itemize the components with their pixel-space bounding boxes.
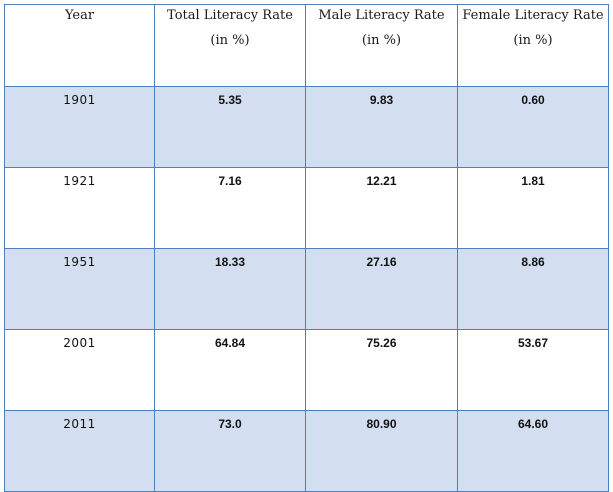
header-male-label: Male Literacy Rate: [318, 8, 445, 23]
cell-total: 18.33: [154, 248, 306, 330]
header-row: Year Total Literacy Rate (in %) Male Lit…: [4, 4, 609, 87]
header-total-literacy: Total Literacy Rate (in %): [154, 4, 306, 87]
cell-year: 2001: [4, 329, 155, 411]
cell-year: 1901: [4, 86, 155, 168]
header-year: Year: [4, 4, 155, 87]
cell-year: 2011: [4, 410, 155, 492]
cell-female: 8.86: [457, 248, 609, 330]
header-year-label: Year: [64, 8, 95, 23]
header-total-unit: (in %): [210, 33, 250, 48]
cell-year: 1951: [4, 248, 155, 330]
cell-female: 53.67: [457, 329, 609, 411]
cell-total: 5.35: [154, 86, 306, 168]
table-row: 1921 7.16 12.21 1.81: [4, 167, 609, 249]
header-female-literacy: Female Literacy Rate (in %): [457, 4, 609, 87]
cell-male: 75.26: [305, 329, 458, 411]
cell-total: 7.16: [154, 167, 306, 249]
table-row: 1901 5.35 9.83 0.60: [4, 86, 609, 168]
literacy-rate-table: Year Total Literacy Rate (in %) Male Lit…: [4, 4, 609, 492]
table-row: 1951 18.33 27.16 8.86: [4, 248, 609, 330]
header-female-label: Female Literacy Rate: [462, 8, 604, 23]
cell-male: 80.90: [305, 410, 458, 492]
cell-male: 12.21: [305, 167, 458, 249]
cell-female: 1.81: [457, 167, 609, 249]
cell-female: 64.60: [457, 410, 609, 492]
cell-total: 73.0: [154, 410, 306, 492]
table-body: 1901 5.35 9.83 0.60 1921 7.16 12.21 1.81…: [4, 86, 609, 492]
table-header: Year Total Literacy Rate (in %) Male Lit…: [4, 4, 609, 87]
cell-male: 27.16: [305, 248, 458, 330]
cell-female: 0.60: [457, 86, 609, 168]
cell-total: 64.84: [154, 329, 306, 411]
cell-male: 9.83: [305, 86, 458, 168]
header-female-unit: (in %): [513, 33, 553, 48]
header-male-literacy: Male Literacy Rate (in %): [305, 4, 458, 87]
table-row: 2001 64.84 75.26 53.67: [4, 329, 609, 411]
header-total-label: Total Literacy Rate: [167, 8, 293, 23]
cell-year: 1921: [4, 167, 155, 249]
table-row: 2011 73.0 80.90 64.60: [4, 410, 609, 492]
header-male-unit: (in %): [361, 33, 402, 48]
